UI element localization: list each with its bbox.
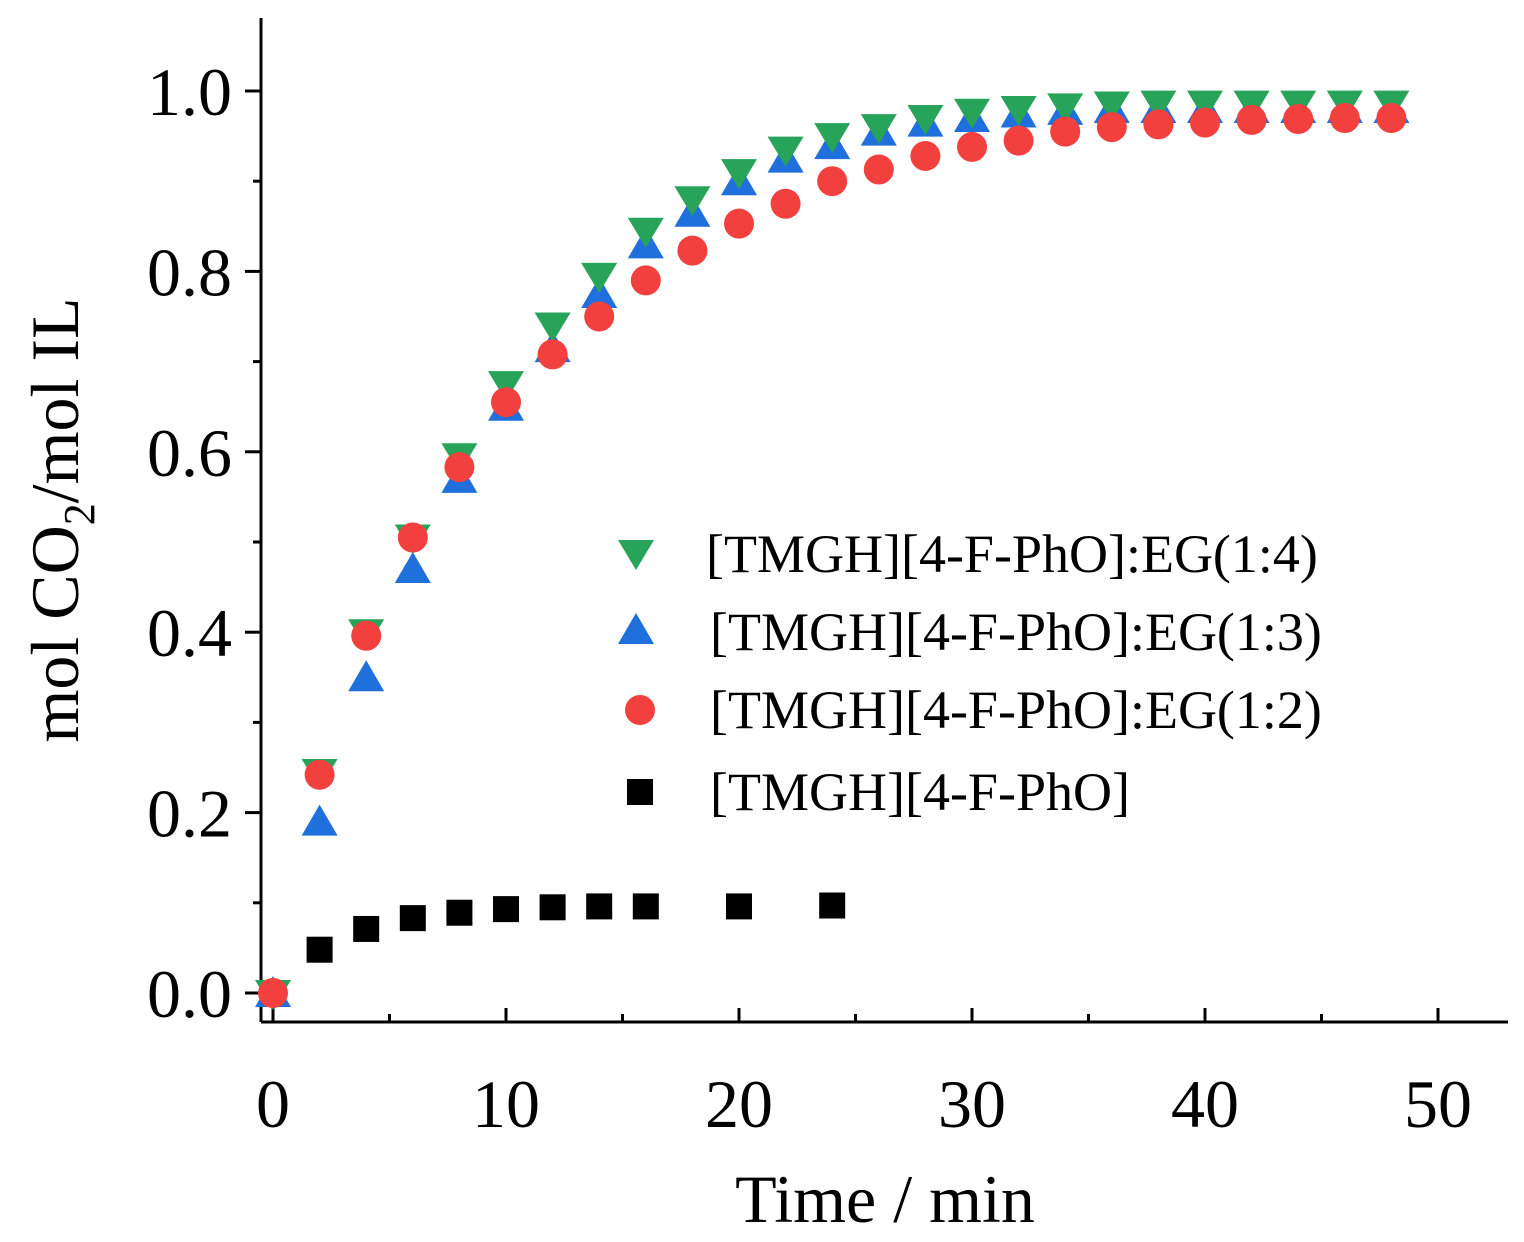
data-point [1236,104,1267,135]
data-point [632,893,659,920]
y-tick-label: 0.8 [147,234,232,310]
data-point [1140,90,1177,121]
x-tick-label: 10 [472,1066,540,1142]
data-point [444,452,475,483]
data-point [1093,91,1130,122]
data-point [724,208,754,239]
x-tick-label: 50 [1404,1066,1472,1142]
data-point [721,159,757,190]
data-point [1003,125,1034,156]
data-point [1050,116,1081,147]
legend-label: [TMGH][4-F-PhO] [710,762,1130,822]
data-point [1376,103,1407,134]
data-point [394,552,431,584]
data-point [399,905,426,932]
legend-marker-triangle-up [618,613,654,644]
data-point [586,893,613,920]
data-point [491,387,521,418]
data-point [674,186,711,217]
data-point [767,136,804,167]
y-axis-title-post: /mol IL [17,297,93,503]
data-point [351,620,382,651]
data-point [397,522,428,553]
data-point [814,123,851,154]
y-tick-label: 0.2 [147,776,232,852]
data-point [1047,93,1084,124]
tick-labels: 0 10 20 30 40 50 0.0 0.2 0.4 0.6 0.8 1.0 [147,54,1472,1142]
y-tick-label: 0.0 [147,956,232,1032]
data-point [306,936,333,963]
data-point [907,105,944,136]
data-point [630,265,661,296]
data-point [539,894,566,921]
legend-label: [TMGH][4-F-PhO]:EG(1:2) [710,680,1322,740]
y-tick-label: 0.4 [147,595,232,671]
x-tick-label: 20 [705,1066,773,1142]
series-square [260,892,846,1006]
data-point [1187,90,1223,121]
x-tick-label: 30 [938,1066,1006,1142]
data-point [1096,112,1127,143]
data-point [301,804,338,836]
data-point [304,759,335,790]
data-point [819,892,846,919]
legend-marker-circle [625,695,655,725]
legend-label: [TMGH][4-F-PhO]:EG(1:4) [706,524,1318,584]
data-point [493,896,519,923]
legend-marker-triangle-down [618,540,654,570]
data-point [258,978,288,1008]
legend-label: [TMGH][4-F-PhO]:EG(1:3) [710,602,1322,662]
legend-item: [TMGH][4-F-PhO]:EG(1:3) [618,602,1322,662]
data-point [1143,109,1174,140]
data-point [534,312,571,343]
data-point [627,217,664,248]
data-point [1283,103,1314,134]
data-point [863,154,894,185]
data-point [581,262,618,293]
y-tick-label: 1.0 [147,54,232,130]
data-point [957,131,987,162]
data-point [1000,96,1037,127]
ticks [245,89,1440,1022]
data-point [726,893,752,920]
legend-item: [TMGH][4-F-PhO]:EG(1:4) [618,524,1318,584]
data-point [488,371,524,402]
y-axis-title-pre: mol CO [17,525,93,742]
y-axis-title-subscript: 2 [55,503,104,525]
legend: [TMGH][4-F-PhO]:EG(1:4) [TMGH][4-F-PhO]:… [618,524,1322,822]
data-point [353,915,380,942]
x-tick-label: 0 [256,1066,290,1142]
legend-item: [TMGH][4-F-PhO]:EG(1:2) [625,680,1322,740]
data-point [446,899,473,926]
x-tick-label: 40 [1171,1066,1239,1142]
data-markers [255,90,1410,1010]
y-tick-label: 0.6 [147,415,232,491]
data-point [584,301,615,332]
data-point [1190,107,1220,138]
y-axis-title: mol CO2/mol IL [17,297,104,742]
axes [259,18,1508,1024]
data-point [770,188,801,219]
data-point [910,140,941,171]
data-point [954,98,990,129]
legend-marker-square [627,779,653,805]
x-axis-title: Time / min [735,1161,1035,1237]
data-point [537,339,568,370]
data-point [1329,103,1360,134]
data-point [860,114,897,145]
data-point [348,660,385,692]
data-point [677,235,708,266]
data-point [817,166,848,197]
legend-item: [TMGH][4-F-PhO] [627,762,1130,822]
series-circle [258,103,1407,1008]
